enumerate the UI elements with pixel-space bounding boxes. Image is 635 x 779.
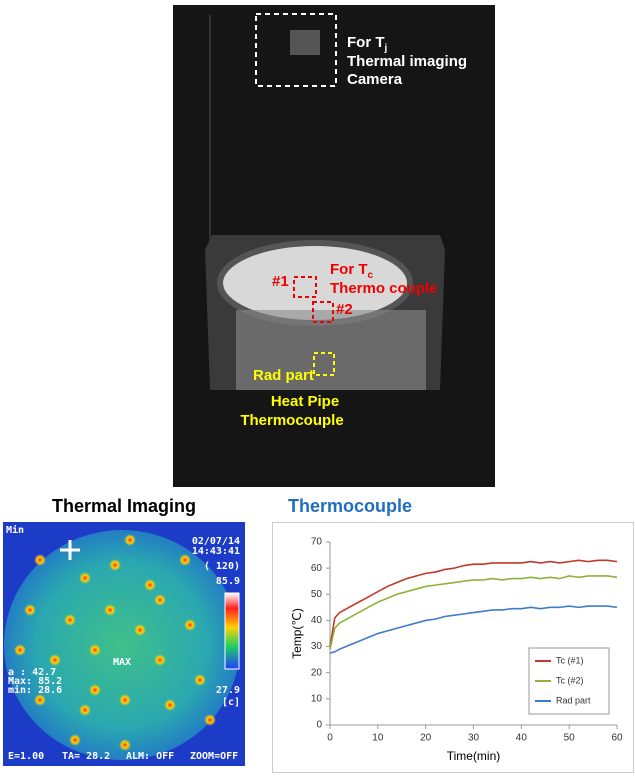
legend-label: Rad part: [556, 695, 591, 705]
series-line: [329, 559, 618, 647]
hotspot: [154, 654, 166, 666]
thermal-text: ALM: OFF: [126, 751, 174, 762]
hotspot: [104, 604, 116, 616]
heatsink: [236, 310, 426, 390]
case-label: Thermo couple: [330, 280, 438, 297]
camera-label: Camera: [347, 71, 403, 88]
hotspot: [184, 619, 196, 631]
hotspot: [194, 674, 206, 686]
thermal-text: a : 42.7: [8, 667, 56, 678]
label-sub: c: [368, 270, 374, 281]
y-tick-label: 10: [311, 693, 323, 704]
legend-label: Tc (#2): [556, 675, 584, 685]
hotspot: [34, 554, 46, 566]
legend-label: Tc (#1): [556, 655, 584, 665]
thermal-text: 14:43:41: [192, 546, 240, 557]
thermal-text: E=1.00: [8, 751, 44, 762]
rad-label: Rad part: [253, 367, 314, 384]
thermal-text: Min: [6, 524, 24, 536]
x-tick-label: 40: [516, 733, 528, 744]
hotspot: [164, 699, 176, 711]
camera-box: [255, 13, 337, 87]
thermal-image: Min 02/07/14 14:43:41 ( 120) 85.9 27.9 […: [3, 522, 245, 766]
x-tick-label: 10: [372, 733, 384, 744]
x-tick-label: 60: [611, 733, 623, 744]
y-tick-label: 0: [316, 720, 322, 731]
hotspot: [24, 604, 36, 616]
hotspot: [69, 734, 81, 746]
y-tick-label: 40: [311, 615, 323, 626]
thermal-text: MAX: [113, 657, 131, 668]
y-tick-label: 30: [311, 641, 323, 652]
x-tick-label: 20: [420, 733, 432, 744]
thermal-title: Thermal Imaging: [52, 496, 196, 516]
color-bar: [224, 592, 240, 670]
legend-box: [528, 647, 610, 715]
camera-label: Thermal imaging: [347, 53, 467, 70]
thermal-text: [c]: [222, 697, 240, 708]
hotspot: [49, 654, 61, 666]
thermal-disc: [4, 530, 240, 760]
tripod: [209, 15, 211, 245]
y-tick-label: 70: [311, 537, 323, 548]
thermal-text: ( 120): [204, 561, 240, 572]
x-tick-label: 0: [327, 733, 333, 744]
x-tick-label: 30: [468, 733, 480, 744]
chart-title: Thermocouple: [288, 496, 412, 516]
thermal-text: ZOOM=OFF: [190, 751, 238, 762]
thermal-text: Max: 85.2: [8, 676, 62, 687]
tc2-box: [312, 301, 334, 323]
hotspot: [119, 739, 131, 751]
hotspot: [79, 704, 91, 716]
y-tick-label: 60: [311, 563, 323, 574]
chart: 0 10 20 30 40 50 60 70 0 10 20 30 40 50 60 Time(min) Tem…: [290, 537, 623, 764]
hotspot: [79, 572, 91, 584]
hotspot: [34, 694, 46, 706]
thermal-text: TA= 28.2: [62, 751, 110, 762]
heatpipe-label: Heat Pipe: [271, 393, 339, 410]
hotspot: [134, 624, 146, 636]
hotspot: [204, 714, 216, 726]
camera-label: For Tj: [347, 34, 388, 54]
label-main: For T: [347, 34, 385, 51]
point-label: #2: [336, 301, 353, 318]
label-main: For T: [330, 261, 368, 278]
hotspot: [154, 594, 166, 606]
thermal-text: 85.9: [216, 576, 240, 587]
hotspot: [14, 644, 26, 656]
x-axis-label: Time(min): [447, 749, 501, 763]
series-line: [329, 605, 618, 654]
y-tick-label: 50: [311, 589, 323, 600]
hotspot: [109, 559, 121, 571]
hotspot: [124, 534, 136, 546]
photo: For Tj Thermal imaging Camera For Tc The…: [173, 5, 495, 487]
hotspot: [119, 694, 131, 706]
heatpipe-label: Thermocouple: [240, 412, 343, 429]
hotspots: [14, 534, 216, 751]
label-sub: j: [384, 43, 388, 54]
y-tick-label: 20: [311, 667, 323, 678]
tc1-box: [293, 276, 317, 298]
thermal-text: 27.9: [216, 685, 240, 696]
x-tick-label: 50: [564, 733, 576, 744]
crosshair: [60, 540, 80, 560]
camera: [290, 30, 320, 55]
rad-box: [313, 352, 335, 376]
thermal-text: 02/07/14: [192, 536, 240, 547]
hotspot: [179, 554, 191, 566]
hotspot: [89, 684, 101, 696]
hotspot: [64, 614, 76, 626]
point-label: #1: [272, 273, 289, 290]
series-line: [329, 575, 618, 650]
thermal-text: min: 28.6: [8, 684, 62, 696]
hotspot: [89, 644, 101, 656]
case-label: For Tc: [330, 261, 374, 281]
hotspot: [144, 579, 156, 591]
y-axis-label: Temp(℃): [290, 608, 304, 659]
